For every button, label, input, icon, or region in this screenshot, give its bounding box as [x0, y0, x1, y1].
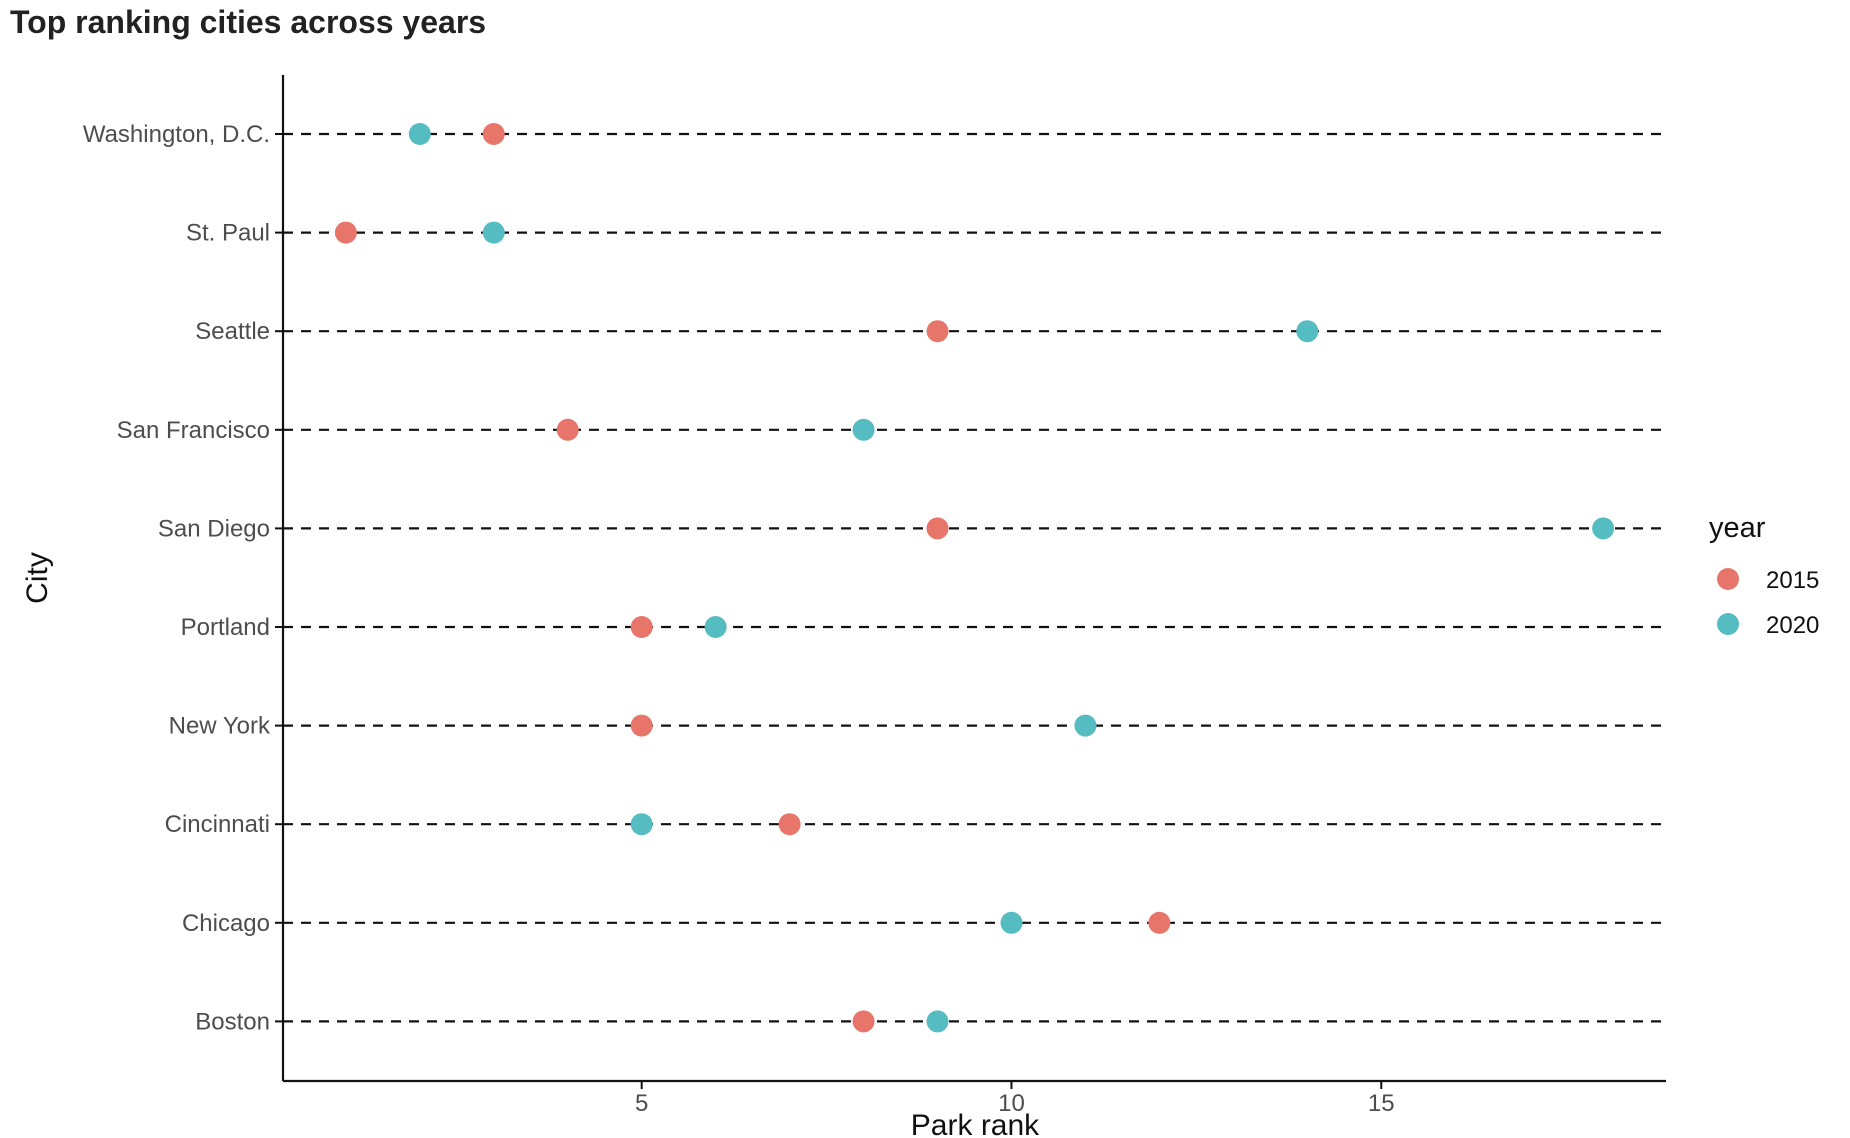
data-point-2020	[408, 123, 431, 145]
y-axis-title: City	[21, 552, 54, 604]
legend-swatch	[1717, 613, 1739, 635]
y-tick-label: Chicago	[182, 910, 270, 937]
legend: year 2015 2020	[1709, 512, 1819, 639]
y-tick-label: Washington, D.C.	[83, 121, 270, 148]
x-tick-label: 10	[998, 1090, 1025, 1117]
y-tick-label: Boston	[195, 1008, 270, 1035]
data-point-2015	[852, 1010, 875, 1033]
data-point-2020	[482, 221, 505, 244]
data-points	[334, 123, 1615, 1033]
legend-label: 2020	[1766, 612, 1819, 639]
data-point-2020	[1296, 320, 1319, 343]
legend-swatch	[1717, 568, 1739, 590]
data-point-2020	[704, 616, 727, 638]
axes	[281, 75, 1666, 1083]
y-tick-label: San Francisco	[117, 417, 270, 444]
data-point-2015	[1148, 911, 1171, 934]
x-ticks: 5 10 15	[635, 1081, 1395, 1117]
legend-title: year	[1709, 512, 1766, 544]
y-tick-label: St. Paul	[186, 220, 270, 247]
x-tick-label: 5	[635, 1090, 648, 1117]
y-tick-label: Seattle	[195, 318, 270, 345]
chart-title: Top ranking cities across years	[10, 4, 486, 40]
data-point-2015	[630, 616, 653, 638]
data-point-2020	[1592, 517, 1615, 540]
data-point-2020	[1074, 714, 1097, 737]
x-axis-title: Park rank	[911, 1109, 1040, 1138]
data-point-2020	[1000, 911, 1023, 934]
data-point-2015	[926, 320, 949, 343]
y-tick-label: New York	[169, 713, 271, 740]
data-point-2015	[334, 221, 357, 244]
data-point-2020	[852, 418, 875, 441]
data-point-2015	[630, 714, 653, 737]
data-point-2015	[556, 418, 579, 441]
data-point-2015	[482, 123, 505, 145]
legend-label: 2015	[1766, 567, 1819, 594]
x-tick-label: 15	[1368, 1090, 1395, 1117]
data-point-2015	[926, 517, 949, 540]
data-point-2020	[630, 813, 653, 836]
y-ticks: Washington, D.C. St. Paul Seattle San Franc…	[83, 121, 283, 1035]
data-point-2015	[778, 813, 801, 836]
y-tick-label: Cincinnati	[165, 811, 270, 838]
legend-items: 2015 2020	[1717, 567, 1819, 639]
y-tick-label: San Diego	[158, 515, 270, 542]
guide-lines	[283, 132, 1666, 1023]
data-point-2020	[926, 1010, 949, 1033]
y-tick-label: Portland	[181, 614, 270, 641]
